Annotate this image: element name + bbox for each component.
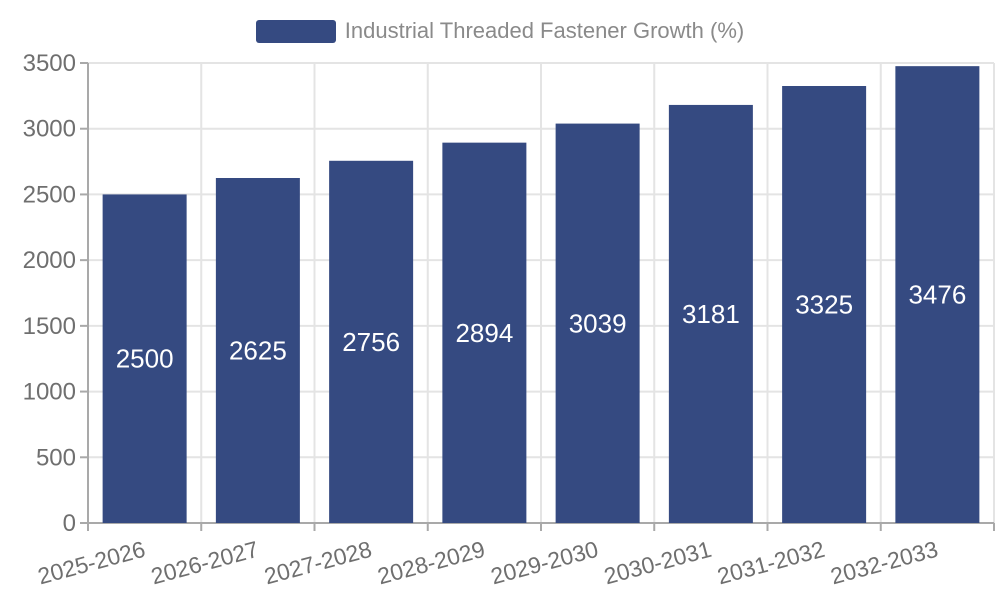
- bar: [329, 160, 414, 524]
- bar-value-label: 3039: [569, 308, 627, 338]
- x-axis-tick-label: 2027-2028: [261, 536, 374, 590]
- y-axis-tick-label: 2000: [23, 247, 76, 274]
- x-axis-tick-label: 2029-2030: [488, 536, 601, 590]
- x-axis-tick-label: 2028-2029: [375, 536, 488, 590]
- y-axis-tick-label: 3500: [23, 50, 76, 77]
- x-axis-tick-label: 2025-2026: [35, 536, 148, 590]
- bar: [555, 123, 640, 524]
- bar: [215, 178, 300, 523]
- bar: [102, 194, 187, 523]
- bar-value-label: 3476: [908, 280, 966, 310]
- bar: [668, 104, 753, 523]
- bar-value-label: 2500: [116, 344, 174, 374]
- y-axis-tick-label: 2500: [23, 181, 76, 208]
- bar: [895, 66, 980, 523]
- x-axis-tick-label: 2026-2027: [148, 536, 261, 590]
- bar-value-label: 2625: [229, 336, 287, 366]
- bar-value-label: 2756: [342, 327, 400, 357]
- bar-value-label: 3181: [682, 299, 740, 329]
- y-axis-tick-label: 3000: [23, 116, 76, 143]
- x-axis-tick-label: 2031-2032: [714, 536, 827, 590]
- bar-value-label: 3325: [795, 290, 853, 320]
- bar-value-label: 2894: [455, 318, 513, 348]
- y-axis-tick-label: 0: [63, 510, 76, 537]
- bar: [442, 142, 527, 523]
- x-axis-tick-label: 2032-2033: [828, 536, 941, 590]
- x-axis-tick-label: 2030-2031: [601, 536, 714, 590]
- y-axis-tick-label: 1500: [23, 313, 76, 340]
- bar: [782, 86, 867, 523]
- y-axis-tick-label: 1000: [23, 379, 76, 406]
- y-axis-tick-label: 500: [36, 444, 76, 471]
